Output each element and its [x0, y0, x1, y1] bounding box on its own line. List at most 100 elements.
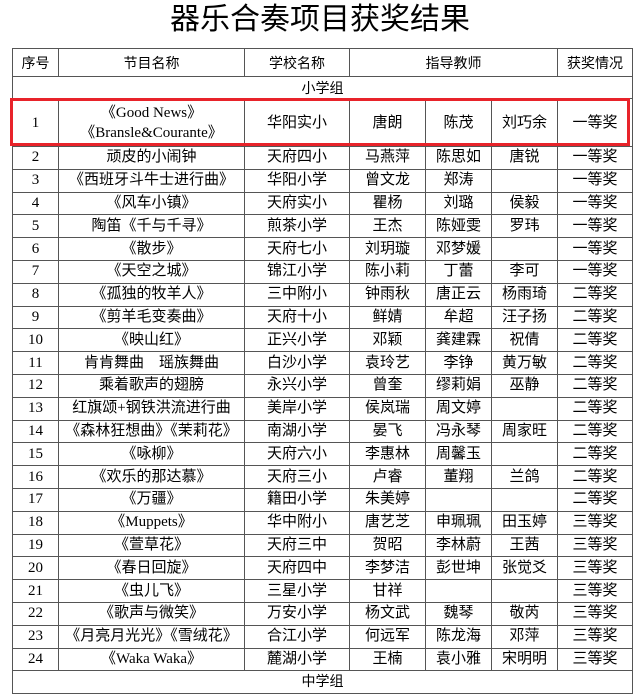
- cell-school: 三中附小: [244, 282, 350, 307]
- cell-school: 合江小学: [244, 624, 350, 649]
- cell-program: 红旗颂+钢铁洪流进行曲: [58, 396, 245, 421]
- cell-award: 一等奖: [557, 191, 633, 216]
- cell-program: 《歌声与微笑》: [58, 601, 245, 626]
- cell-school: 华阳小学: [244, 168, 350, 193]
- cell-school: 天府三中: [244, 533, 350, 558]
- cell-teacher-2: 丁蕾: [425, 259, 492, 284]
- cell-school: 天府实小: [244, 191, 350, 216]
- table-row: 14 《森林狂想曲》《茉莉花》 南湖小学 晏飞 冯永琴 周家旺 二等奖: [12, 419, 633, 444]
- cell-no: 8: [12, 282, 59, 307]
- cell-award: 二等奖: [557, 465, 633, 489]
- cell-program: 《西班牙斗牛士进行曲》: [58, 168, 245, 193]
- cell-teacher-1: 邓颖: [349, 328, 426, 353]
- cell-teacher-1: 甘祥: [349, 579, 426, 603]
- cell-teacher-1: 王楠: [349, 647, 426, 672]
- cell-teacher-1: 杨文武: [349, 601, 426, 626]
- table-row: 13 红旗颂+钢铁洪流进行曲 美岸小学 侯岚瑞 周文婷 二等奖: [12, 396, 633, 421]
- cell-program: 《Good News》 《Bransle&Courante》: [58, 98, 245, 147]
- group-row-next: 中学组: [12, 670, 633, 694]
- cell-no: 19: [12, 533, 59, 558]
- header-row: 序号 节目名称 学校名称 指导教师 获奖情况: [12, 48, 633, 77]
- cell-school: 正兴小学: [244, 328, 350, 353]
- cell-teacher-2: 邓梦媛: [425, 237, 492, 261]
- cell-program: 乘着歌声的翅膀: [58, 373, 245, 398]
- table-row: 16 《欢乐的那达慕》 天府三小 卢睿 董翔 兰鸽 二等奖: [12, 465, 633, 489]
- page-title: 器乐合奏项目获奖结果: [170, 2, 470, 37]
- cell-teacher-2: [425, 487, 492, 512]
- cell-no: 13: [12, 396, 59, 421]
- cell-teacher-3: 巫静: [491, 373, 558, 398]
- cell-program: 《月亮月光光》《雪绒花》: [58, 624, 245, 649]
- cell-program: 《映山红》: [58, 328, 245, 353]
- cell-teacher-3: 张觉爻: [491, 556, 558, 581]
- group-label: 小学组: [12, 76, 633, 99]
- cell-teacher-3: 祝倩: [491, 328, 558, 353]
- cell-school: 白沙小学: [244, 351, 350, 375]
- cell-award: 三等奖: [557, 624, 633, 649]
- cell-teacher-3: 唐锐: [491, 146, 558, 170]
- table-row: 18 《Muppets》 华中附小 唐艺芝 申珮珮 田玉婷 三等奖: [12, 510, 633, 535]
- header-no: 序号: [12, 48, 59, 77]
- cell-no: 7: [12, 259, 59, 284]
- cell-award: 二等奖: [557, 351, 633, 375]
- cell-teacher-3: 敬芮: [491, 601, 558, 626]
- table-row: 9 《剪羊毛变奏曲》 天府十小 鲜婧 牟超 汪子扬 二等奖: [12, 305, 633, 330]
- cell-teacher-3: 兰鸽: [491, 465, 558, 489]
- cell-teacher-2: [425, 579, 492, 603]
- table-row: 4 《风车小镇》 天府实小 瞿杨 刘璐 侯毅 一等奖: [12, 191, 633, 216]
- cell-award: 一等奖: [557, 146, 633, 170]
- cell-teacher-3: 黄万敏: [491, 351, 558, 375]
- cell-award: 一等奖: [557, 237, 633, 261]
- cell-no: 12: [12, 373, 59, 398]
- cell-school: 天府四中: [244, 556, 350, 581]
- cell-teacher-1: 曾奎: [349, 373, 426, 398]
- cell-award: 二等奖: [557, 442, 633, 467]
- cell-school: 华阳实小: [244, 98, 350, 147]
- cell-teacher-3: 王茜: [491, 533, 558, 558]
- cell-teacher-2: 周文婷: [425, 396, 492, 421]
- table-row: 20 《春日回旋》 天府四中 李梦洁 彭世坤 张觉爻 三等奖: [12, 556, 633, 581]
- cell-award: 二等奖: [557, 328, 633, 353]
- cell-teacher-1: 贺昭: [349, 533, 426, 558]
- cell-no: 6: [12, 237, 59, 261]
- cell-program: 《风车小镇》: [58, 191, 245, 216]
- cell-teacher-3: 田玉婷: [491, 510, 558, 535]
- cell-teacher-2: 袁小雅: [425, 647, 492, 672]
- cell-teacher-2: 董翔: [425, 465, 492, 489]
- cell-teacher-1: 袁玲艺: [349, 351, 426, 375]
- cell-award: 二等奖: [557, 282, 633, 307]
- cell-teacher-3: [491, 487, 558, 512]
- cell-no: 22: [12, 601, 59, 626]
- cell-award: 二等奖: [557, 305, 633, 330]
- cell-teacher-1: 刘玥璇: [349, 237, 426, 261]
- cell-teacher-1: 唐朗: [349, 98, 426, 147]
- cell-teacher-3: [491, 396, 558, 421]
- table-row: 7 《天空之城》 锦江小学 陈小莉 丁蕾 李可 一等奖: [12, 259, 633, 284]
- cell-program: 《天空之城》: [58, 259, 245, 284]
- cell-program: 《欢乐的那达慕》: [58, 465, 245, 489]
- cell-award: 一等奖: [557, 98, 633, 147]
- cell-teacher-2: 缪莉娟: [425, 373, 492, 398]
- table-row: 2 顽皮的小闹钟 天府四小 马燕萍 陈思如 唐锐 一等奖: [12, 146, 633, 170]
- table-row: 5 陶笛《千与千寻》 煎茶小学 王杰 陈娅雯 罗玮 一等奖: [12, 214, 633, 239]
- cell-award: 二等奖: [557, 419, 633, 444]
- cell-school: 天府七小: [244, 237, 350, 261]
- table-row: 3 《西班牙斗牛士进行曲》 华阳小学 曾文龙 郑涛 一等奖: [12, 168, 633, 193]
- table-row: 12 乘着歌声的翅膀 永兴小学 曾奎 缪莉娟 巫静 二等奖: [12, 373, 633, 398]
- cell-teacher-1: 马燕萍: [349, 146, 426, 170]
- table-row: 11 肯肯舞曲 瑶族舞曲 白沙小学 袁玲艺 李铮 黄万敏 二等奖: [12, 351, 633, 375]
- cell-school: 天府四小: [244, 146, 350, 170]
- group-label: 中学组: [12, 670, 633, 694]
- table-row: 22 《歌声与微笑》 万安小学 杨文武 魏琴 敬芮 三等奖: [12, 601, 633, 626]
- header-school: 学校名称: [244, 48, 350, 77]
- cell-teacher-3: 侯毅: [491, 191, 558, 216]
- cell-teacher-2: 唐正云: [425, 282, 492, 307]
- cell-program: 陶笛《千与千寻》: [58, 214, 245, 239]
- cell-teacher-1: 李梦洁: [349, 556, 426, 581]
- cell-teacher-2: 龚建霖: [425, 328, 492, 353]
- cell-award: 二等奖: [557, 373, 633, 398]
- cell-no: 9: [12, 305, 59, 330]
- cell-teacher-1: 瞿杨: [349, 191, 426, 216]
- cell-school: 天府三小: [244, 465, 350, 489]
- cell-program: 《春日回旋》: [58, 556, 245, 581]
